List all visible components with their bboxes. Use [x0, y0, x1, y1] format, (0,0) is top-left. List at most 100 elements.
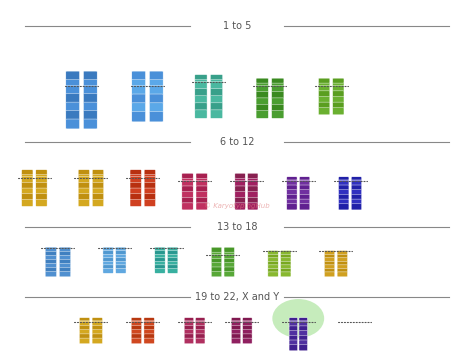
- FancyBboxPatch shape: [167, 247, 178, 248]
- FancyBboxPatch shape: [289, 320, 298, 323]
- FancyBboxPatch shape: [256, 110, 268, 118]
- FancyBboxPatch shape: [167, 247, 178, 252]
- FancyBboxPatch shape: [149, 78, 163, 87]
- FancyBboxPatch shape: [66, 110, 80, 120]
- FancyBboxPatch shape: [78, 182, 90, 190]
- FancyBboxPatch shape: [132, 78, 146, 87]
- FancyBboxPatch shape: [130, 177, 141, 184]
- FancyBboxPatch shape: [256, 82, 268, 87]
- FancyBboxPatch shape: [324, 254, 335, 259]
- FancyBboxPatch shape: [155, 247, 165, 248]
- FancyBboxPatch shape: [231, 334, 241, 339]
- FancyBboxPatch shape: [66, 71, 80, 80]
- FancyBboxPatch shape: [281, 251, 291, 252]
- FancyBboxPatch shape: [211, 267, 222, 273]
- FancyBboxPatch shape: [92, 330, 102, 335]
- FancyBboxPatch shape: [281, 254, 291, 259]
- FancyBboxPatch shape: [299, 318, 308, 321]
- FancyBboxPatch shape: [131, 318, 142, 321]
- FancyBboxPatch shape: [144, 320, 155, 323]
- FancyBboxPatch shape: [247, 186, 258, 193]
- FancyBboxPatch shape: [351, 185, 362, 191]
- FancyBboxPatch shape: [92, 188, 104, 195]
- FancyBboxPatch shape: [300, 179, 310, 182]
- FancyBboxPatch shape: [351, 204, 362, 210]
- FancyBboxPatch shape: [256, 85, 268, 93]
- FancyBboxPatch shape: [195, 89, 207, 97]
- FancyBboxPatch shape: [132, 103, 146, 113]
- FancyBboxPatch shape: [319, 82, 330, 87]
- FancyBboxPatch shape: [131, 321, 142, 327]
- FancyBboxPatch shape: [231, 330, 241, 335]
- FancyBboxPatch shape: [243, 321, 252, 327]
- FancyBboxPatch shape: [299, 331, 308, 337]
- FancyBboxPatch shape: [195, 110, 207, 118]
- FancyBboxPatch shape: [45, 247, 56, 248]
- Text: 1 to 5: 1 to 5: [223, 21, 251, 31]
- FancyBboxPatch shape: [300, 195, 310, 201]
- FancyBboxPatch shape: [182, 197, 193, 204]
- FancyBboxPatch shape: [272, 85, 284, 93]
- FancyBboxPatch shape: [131, 320, 142, 323]
- FancyBboxPatch shape: [333, 85, 344, 92]
- FancyBboxPatch shape: [182, 203, 193, 210]
- FancyBboxPatch shape: [196, 180, 207, 187]
- FancyBboxPatch shape: [211, 258, 222, 264]
- FancyBboxPatch shape: [231, 338, 241, 344]
- FancyBboxPatch shape: [36, 200, 47, 206]
- FancyBboxPatch shape: [92, 177, 104, 184]
- FancyBboxPatch shape: [337, 251, 347, 252]
- FancyBboxPatch shape: [299, 321, 308, 327]
- FancyBboxPatch shape: [268, 268, 278, 273]
- FancyBboxPatch shape: [83, 94, 97, 104]
- FancyBboxPatch shape: [337, 258, 347, 263]
- FancyBboxPatch shape: [79, 338, 90, 344]
- FancyBboxPatch shape: [256, 78, 268, 83]
- FancyBboxPatch shape: [66, 85, 80, 95]
- FancyBboxPatch shape: [103, 251, 113, 256]
- FancyBboxPatch shape: [287, 179, 297, 182]
- FancyBboxPatch shape: [337, 272, 347, 277]
- FancyBboxPatch shape: [167, 247, 178, 248]
- FancyBboxPatch shape: [210, 82, 223, 90]
- Text: 13 to 18: 13 to 18: [217, 222, 257, 232]
- FancyBboxPatch shape: [184, 318, 194, 321]
- FancyBboxPatch shape: [324, 251, 335, 252]
- FancyBboxPatch shape: [272, 78, 284, 83]
- FancyBboxPatch shape: [92, 334, 102, 339]
- FancyBboxPatch shape: [92, 326, 102, 331]
- FancyBboxPatch shape: [92, 170, 104, 175]
- FancyBboxPatch shape: [247, 192, 258, 199]
- FancyBboxPatch shape: [210, 103, 223, 111]
- FancyBboxPatch shape: [211, 271, 222, 277]
- FancyBboxPatch shape: [196, 330, 205, 335]
- FancyBboxPatch shape: [287, 185, 297, 191]
- FancyBboxPatch shape: [45, 267, 56, 273]
- FancyBboxPatch shape: [300, 180, 310, 186]
- FancyBboxPatch shape: [78, 173, 90, 178]
- FancyBboxPatch shape: [337, 254, 347, 259]
- FancyBboxPatch shape: [224, 263, 235, 268]
- FancyBboxPatch shape: [337, 265, 347, 270]
- FancyBboxPatch shape: [22, 200, 33, 206]
- FancyBboxPatch shape: [196, 192, 207, 199]
- FancyBboxPatch shape: [196, 203, 207, 210]
- FancyBboxPatch shape: [289, 331, 298, 337]
- FancyBboxPatch shape: [281, 251, 291, 252]
- FancyBboxPatch shape: [78, 177, 90, 184]
- FancyBboxPatch shape: [92, 173, 104, 178]
- FancyBboxPatch shape: [196, 177, 207, 182]
- FancyBboxPatch shape: [337, 261, 347, 266]
- FancyBboxPatch shape: [324, 251, 335, 252]
- FancyBboxPatch shape: [272, 104, 284, 112]
- FancyBboxPatch shape: [281, 268, 291, 273]
- FancyBboxPatch shape: [92, 200, 104, 206]
- FancyBboxPatch shape: [333, 82, 344, 87]
- FancyBboxPatch shape: [196, 338, 205, 344]
- FancyBboxPatch shape: [289, 321, 298, 327]
- FancyBboxPatch shape: [59, 271, 71, 277]
- FancyBboxPatch shape: [210, 89, 223, 97]
- FancyBboxPatch shape: [155, 247, 165, 252]
- FancyBboxPatch shape: [268, 272, 278, 277]
- FancyBboxPatch shape: [59, 251, 71, 257]
